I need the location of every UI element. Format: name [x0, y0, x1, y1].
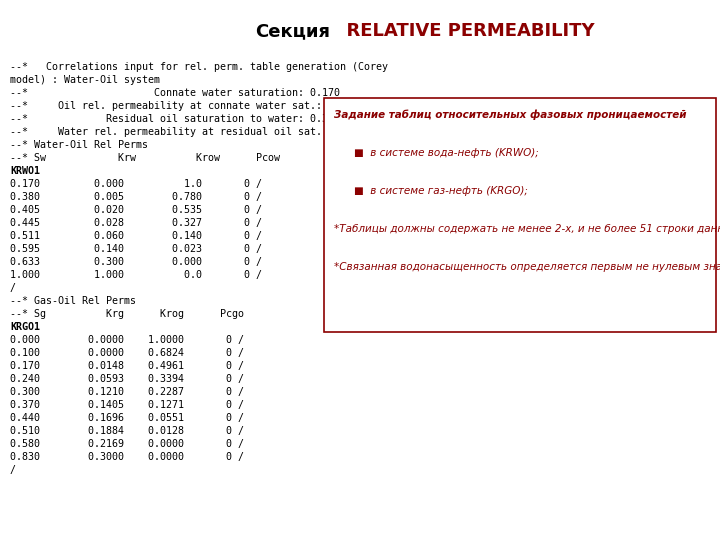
Text: --*     Water rel. permeability at residual oil sat.: 0.3: --* Water rel. permeability at residual …	[10, 127, 352, 137]
Text: 0.580        0.2169    0.0000       0 /: 0.580 0.2169 0.0000 0 /	[10, 439, 244, 449]
Text: --* Gas-Oil Rel Perms: --* Gas-Oil Rel Perms	[10, 296, 136, 306]
Text: /: /	[10, 283, 16, 293]
Text: --* Water-Oil Rel Perms: --* Water-Oil Rel Perms	[10, 140, 148, 150]
Text: 0.380         0.005        0.780       0 /: 0.380 0.005 0.780 0 /	[10, 192, 262, 202]
Text: RELATIVE PERMEABILITY: RELATIVE PERMEABILITY	[334, 22, 595, 40]
Text: *Таблицы должны содержать не менее 2-х, и не более 51 строки данных.: *Таблицы должны содержать не менее 2-х, …	[334, 224, 720, 234]
Text: 0.100        0.0000    0.6824       0 /: 0.100 0.0000 0.6824 0 /	[10, 348, 244, 358]
Text: 0.830        0.3000    0.0000       0 /: 0.830 0.3000 0.0000 0 /	[10, 452, 244, 462]
Text: --* Sg          Krg      Krog      Pcgo: --* Sg Krg Krog Pcgo	[10, 309, 244, 319]
Text: 0.240        0.0593    0.3394       0 /: 0.240 0.0593 0.3394 0 /	[10, 374, 244, 384]
Text: Задание таблиц относительных фазовых проницаемостей: Задание таблиц относительных фазовых про…	[334, 110, 686, 120]
Text: 0.511         0.060        0.140       0 /: 0.511 0.060 0.140 0 /	[10, 231, 262, 241]
Text: 0.370        0.1405    0.1271       0 /: 0.370 0.1405 0.1271 0 /	[10, 400, 244, 410]
Text: 0.510        0.1884    0.0128       0 /: 0.510 0.1884 0.0128 0 /	[10, 426, 244, 436]
Text: ■  в системе газ-нефть (KRGO);: ■ в системе газ-нефть (KRGO);	[354, 186, 528, 196]
Text: 0.000        0.0000    1.0000       0 /: 0.000 0.0000 1.0000 0 /	[10, 335, 244, 345]
Text: 0.595         0.140        0.023       0 /: 0.595 0.140 0.023 0 /	[10, 244, 262, 254]
Text: KRGO1: KRGO1	[10, 322, 40, 332]
Text: 0.405         0.020        0.535       0 /: 0.405 0.020 0.535 0 /	[10, 205, 262, 215]
Text: /: /	[10, 465, 16, 475]
Text: --* Sw            Krw          Krow      Pcow: --* Sw Krw Krow Pcow	[10, 153, 280, 163]
Text: *Связанная водонасыщенность определяется первым не нулевым значением.: *Связанная водонасыщенность определяется…	[334, 262, 720, 272]
Text: ■  в системе вода-нефть (KRWO);: ■ в системе вода-нефть (KRWO);	[354, 148, 539, 158]
Text: Секция: Секция	[255, 22, 330, 40]
Text: KRWO1: KRWO1	[10, 166, 40, 176]
Text: 0.170        0.0148    0.4961       0 /: 0.170 0.0148 0.4961 0 /	[10, 361, 244, 371]
Text: 0.440        0.1696    0.0551       0 /: 0.440 0.1696 0.0551 0 /	[10, 413, 244, 423]
FancyBboxPatch shape	[324, 98, 716, 332]
Text: 1.000         1.000          0.0       0 /: 1.000 1.000 0.0 0 /	[10, 270, 262, 280]
Text: --*             Residual oil saturation to water: 0.367: --* Residual oil saturation to water: 0.…	[10, 114, 340, 124]
Text: --*                     Connate water saturation: 0.170: --* Connate water saturation: 0.170	[10, 88, 340, 98]
Text: --*   Correlations input for rel. perm. table generation (Corey: --* Correlations input for rel. perm. ta…	[10, 62, 388, 72]
Text: 0.300        0.1210    0.2287       0 /: 0.300 0.1210 0.2287 0 /	[10, 387, 244, 397]
Text: --*     Oil rel. permeability at connate water sat.: 1: --* Oil rel. permeability at connate wat…	[10, 101, 334, 111]
Text: 0.170         0.000          1.0       0 /: 0.170 0.000 1.0 0 /	[10, 179, 262, 189]
Text: model) : Water-Oil system: model) : Water-Oil system	[10, 75, 160, 85]
Text: 0.445         0.028        0.327       0 /: 0.445 0.028 0.327 0 /	[10, 218, 262, 228]
Text: 0.633         0.300        0.000       0 /: 0.633 0.300 0.000 0 /	[10, 257, 262, 267]
